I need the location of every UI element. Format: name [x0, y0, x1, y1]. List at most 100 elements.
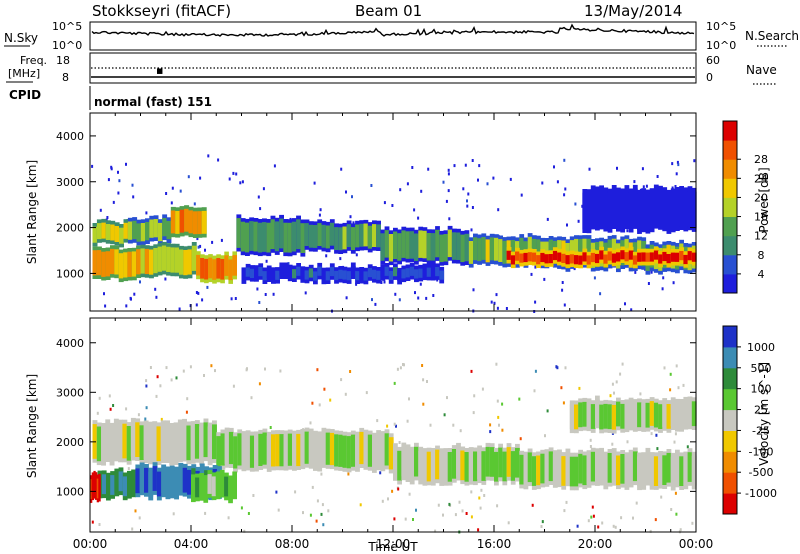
band-core	[169, 426, 175, 462]
echo-cell	[91, 520, 94, 524]
echo-band	[92, 417, 217, 466]
echo-cell	[165, 192, 168, 195]
band-core	[519, 454, 525, 485]
band-core	[607, 251, 613, 261]
colorbar-segment	[723, 140, 737, 160]
band-core	[317, 266, 323, 276]
echo-cell	[186, 397, 189, 401]
band-core	[257, 222, 263, 253]
band-core	[149, 249, 154, 275]
echo-cell	[632, 516, 634, 520]
colorbar-segment	[723, 197, 737, 217]
echo-cell	[541, 181, 544, 185]
band-core	[586, 255, 592, 265]
band-core	[645, 193, 651, 230]
echo-cell	[520, 193, 523, 197]
echo-cell	[675, 512, 678, 516]
band-core	[161, 245, 167, 271]
echo-cell	[682, 383, 685, 387]
band-core	[519, 237, 525, 261]
echo-cell	[544, 434, 546, 438]
band-core	[637, 252, 642, 262]
ytick-label: 1000	[56, 267, 84, 280]
band-core	[131, 251, 137, 277]
echo-cell	[635, 501, 638, 505]
echo-cell	[311, 401, 314, 405]
band-core	[574, 404, 579, 430]
band-core	[313, 225, 318, 248]
echo-cell	[197, 245, 200, 249]
echo-cell	[650, 270, 653, 274]
band-core	[578, 402, 583, 428]
echo-cell	[574, 202, 577, 206]
echo-cell	[507, 521, 510, 525]
echo-cell	[679, 528, 682, 532]
band-core	[645, 252, 651, 262]
band-core	[611, 253, 617, 263]
band-core	[632, 255, 638, 265]
echo-cell	[239, 181, 242, 185]
echo-band	[506, 246, 697, 269]
echo-cell	[531, 503, 534, 507]
band-core	[527, 452, 533, 483]
cpid-label: CPID	[9, 88, 41, 102]
echo-cell	[206, 285, 209, 289]
echo-cell	[530, 272, 533, 276]
band-core	[346, 271, 352, 281]
echo-cell	[465, 512, 468, 515]
colorbar-tick-label: -25	[752, 424, 770, 437]
band-core	[216, 436, 222, 469]
band-core	[435, 267, 440, 277]
band-core	[536, 455, 541, 486]
echo-cell	[645, 184, 648, 188]
band-core	[662, 402, 668, 427]
echo-cell	[345, 296, 348, 300]
band-core	[296, 266, 301, 276]
band-core	[224, 476, 229, 497]
echo-cell	[256, 287, 259, 291]
band-core	[603, 455, 609, 486]
band-core	[292, 269, 297, 279]
echo-cell	[641, 167, 644, 171]
echo-cell	[601, 521, 604, 525]
echo-cell	[125, 162, 127, 166]
echo-cell	[650, 432, 653, 436]
band-core	[388, 234, 394, 262]
band-core	[249, 435, 255, 468]
band-core	[586, 402, 592, 428]
band-core	[300, 433, 306, 466]
band-core	[447, 229, 453, 258]
echo-cell	[397, 487, 400, 491]
band-core	[346, 436, 352, 469]
echo-cell	[118, 179, 121, 183]
band-core	[641, 403, 647, 428]
echo-cell	[543, 277, 546, 281]
colorbar-tick-label: -100	[749, 445, 774, 458]
echo-cell	[277, 508, 280, 512]
echo-cell	[155, 394, 158, 398]
band-core	[207, 474, 213, 494]
band-core	[367, 268, 373, 278]
band-core	[153, 219, 159, 238]
echo-cell	[107, 178, 110, 182]
band-core	[430, 267, 436, 277]
band-core	[405, 448, 411, 479]
band-core	[628, 250, 634, 260]
band-core	[384, 230, 390, 258]
band-core	[510, 255, 516, 265]
colorbar-segment	[723, 216, 737, 237]
band-core	[582, 455, 588, 486]
band-core	[595, 253, 600, 264]
echo-cell	[379, 471, 382, 475]
echo-cell	[275, 490, 278, 494]
echo-cell	[347, 472, 350, 476]
band-core	[208, 257, 213, 279]
colorbar-tick-label: 20	[754, 191, 768, 204]
band-core	[192, 211, 198, 235]
echo-cell	[563, 158, 566, 162]
band-core	[135, 422, 141, 457]
band-core	[346, 224, 352, 248]
echo-cell	[660, 495, 663, 499]
band-core	[245, 222, 250, 253]
band-core	[355, 224, 360, 248]
